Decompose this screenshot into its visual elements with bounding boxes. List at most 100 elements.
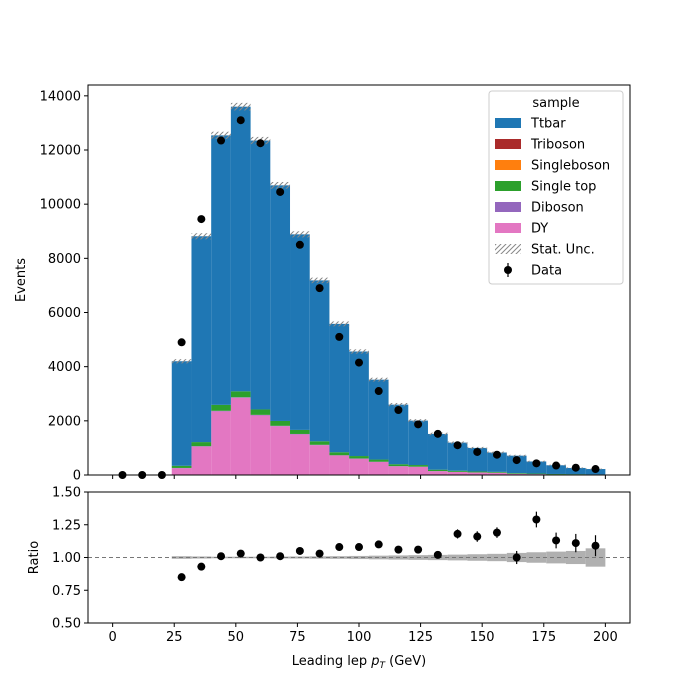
data-point [256,139,265,148]
legend-swatch-ttbar [495,118,521,128]
ratio-point [295,546,304,555]
bar-single-top [447,470,468,472]
bar-dy [290,434,310,475]
bar-ttbar [230,106,251,392]
data-point [591,465,600,474]
data-point [276,187,285,196]
ratio-point [315,549,324,558]
bar-dy [211,411,231,475]
bar-single-top [408,465,428,467]
bar-diboson [250,414,271,416]
data-point [433,429,442,438]
data-point [295,240,304,249]
data-point [315,284,324,293]
legend-title: sample [532,96,579,111]
bar-single-top [506,473,527,474]
ratio-point [217,552,226,561]
stat-unc-band [270,181,291,189]
bar-single-top [388,464,409,467]
bar-single-top [467,471,488,473]
legend-label-dy: DY [531,222,548,237]
stat-unc-band [230,102,251,111]
stat-unc-band [467,446,488,449]
bar-dy [427,471,448,475]
ratio-point [355,543,363,552]
bar-ttbar [171,361,192,466]
bar-dy [408,466,428,475]
ratio-point [453,529,462,538]
y-tick-label: 10000 [40,198,81,213]
ratio-unc-band [467,554,488,561]
bar-single-top [526,473,547,475]
ratio-y-tick-label: 1.25 [52,518,81,533]
data-point [453,441,462,450]
bar-dy [171,468,192,475]
bar-ttbar [329,323,350,453]
ratio-y-tick-label: 1.00 [52,551,81,566]
ratio-point [256,553,265,562]
ratio-point [236,549,245,558]
legend-swatch-triboson [495,139,521,149]
data-point [414,420,423,429]
legend-swatch-single-top [495,181,521,191]
bar-ttbar [250,140,271,410]
data-point [552,461,561,470]
legend-label-data: Data [531,264,562,279]
ratio-point [591,541,600,550]
legend-swatch-stat-unc [495,244,521,254]
legend-swatch-singleboson [495,160,521,170]
bar-ttbar [270,185,291,421]
y-tick-label: 0 [73,469,81,484]
bar-single-top [290,429,310,434]
stat-unc-band [506,454,527,457]
bar-single-top [309,441,330,445]
bar-dy [467,472,488,475]
bar-single-top [270,420,291,426]
bar-ttbar [309,280,330,442]
ratio-y-tick-label: 0.75 [52,584,81,599]
ratio-y-tick-label: 1.50 [52,486,81,501]
bar-dy [447,472,468,475]
bar-ttbar [211,135,231,405]
ratio-point [276,552,285,561]
legend-label-singleboson: Singleboson [531,159,610,174]
bar-ttbar [427,433,448,470]
ratio-x-tick-label: 150 [470,630,495,645]
legend-box [488,90,624,285]
ratio-x-tick-label: 50 [228,630,245,645]
ratio-unc-band [546,551,566,564]
ratio-x-tick-label: 200 [593,630,618,645]
bar-ttbar [349,351,369,457]
stat-unc-band [368,377,389,382]
bar-dy [368,462,389,475]
ratio-x-tick-label: 0 [108,630,116,645]
stat-unc-band [349,349,369,354]
data-point [532,459,541,468]
stat-unc-band [329,321,350,327]
ratio-panel: 0.50 0.75 1.00 1.25 1.50 0 25 50 75 100 125 150 175 2… [27,486,631,671]
ratio-point [532,515,541,524]
bar-ttbar [526,461,547,474]
bar-single-top [250,409,271,415]
legend-swatch-dy [495,223,521,233]
y-tick-label: 14000 [40,89,81,104]
y-tick-label: 4000 [48,360,81,375]
bar-ttbar [408,420,428,466]
ratio-point [552,536,561,545]
bar-diboson [230,397,251,398]
data-point [236,116,245,125]
ratio-unc-band [349,555,369,560]
bar-ttbar [368,379,389,460]
data-point [177,338,186,347]
bar-dy [230,397,251,475]
ratio-x-tick-label: 175 [531,630,556,645]
bar-single-top [427,469,448,472]
legend-label-diboson: Diboson [531,201,584,216]
ratio-point [512,553,521,562]
bar-single-top [487,471,507,473]
stat-unc-band [388,402,409,407]
ratio-point [394,545,403,554]
ratio-point [473,532,482,541]
bar-ttbar [388,404,409,465]
